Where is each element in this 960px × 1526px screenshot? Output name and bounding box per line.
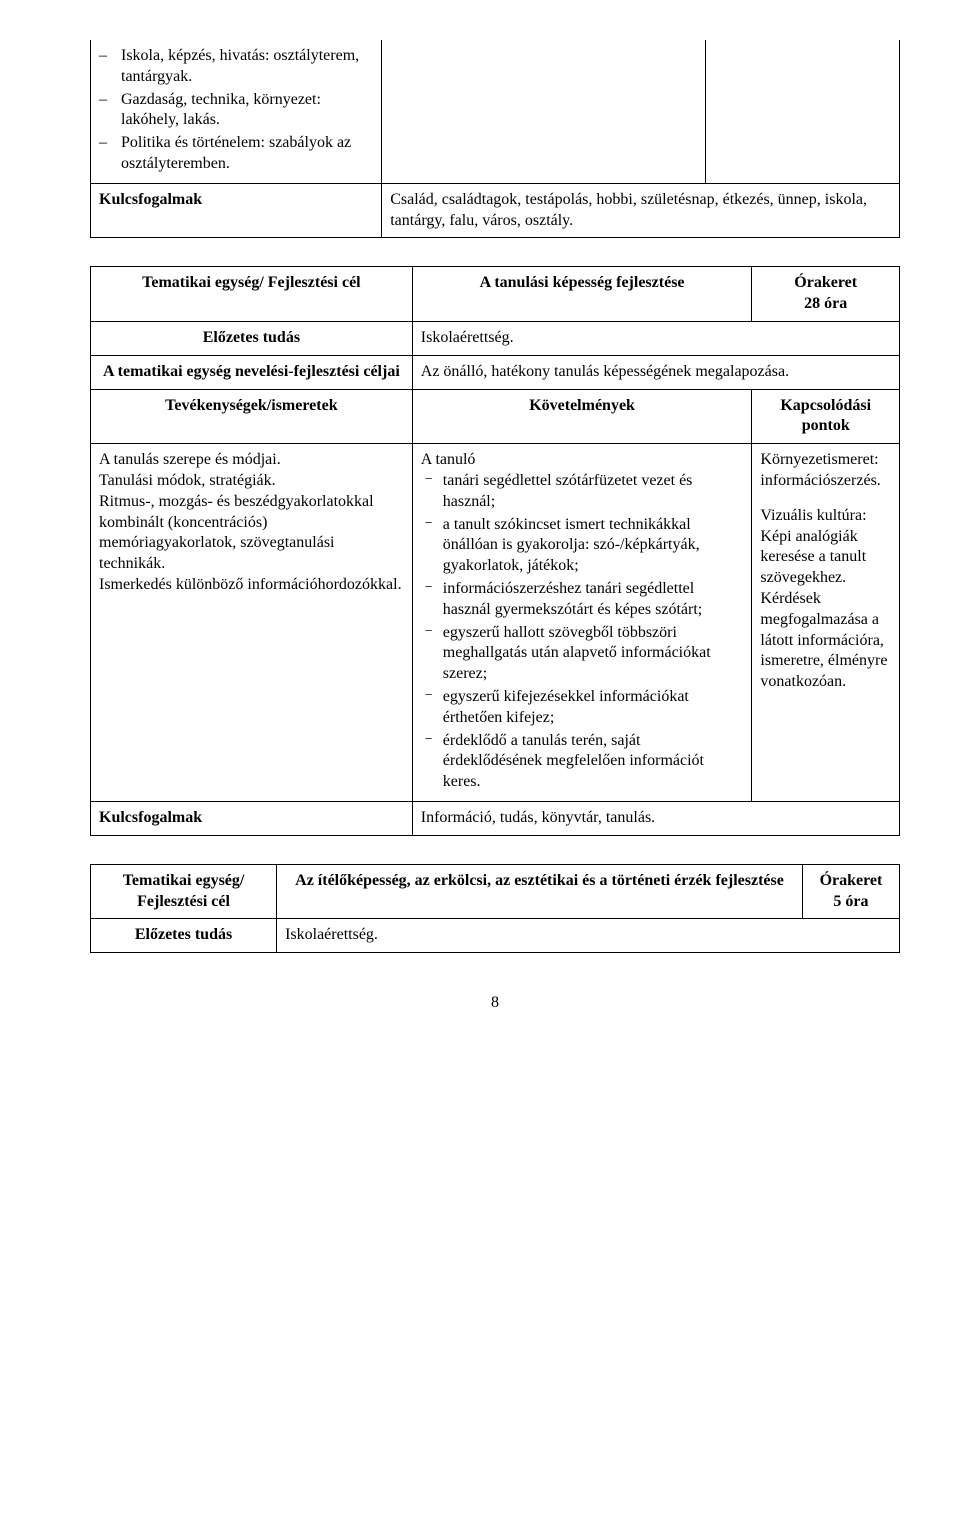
page-number: 8 xyxy=(90,993,900,1014)
t1-bullet-list: Iskola, képzés, hivatás: osztályterem, t… xyxy=(99,46,373,175)
t2-r1-ora: Órakeret 28 óra xyxy=(752,267,900,322)
list-item: tanári segédlettel szótárfüzetet vezet é… xyxy=(421,471,744,513)
t2-r1-label: Tematikai egység/ Fejlesztési cél xyxy=(91,267,413,322)
list-item: Gazdaság, technika, környezet: lakóhely,… xyxy=(99,90,373,132)
t2-col1-p2: Tanulási módok, stratégiák. xyxy=(99,471,404,492)
t2-kulcs-text: Információ, tudás, könyvtár, tanulás. xyxy=(412,801,899,835)
list-item: egyszerű hallott szövegből többszöri meg… xyxy=(421,623,744,685)
t2-col1-p1: A tanulás szerepe és módjai. xyxy=(99,450,404,471)
table-2: Tematikai egység/ Fejlesztési cél A tanu… xyxy=(90,266,900,835)
orakeret-value: 5 óra xyxy=(833,893,868,910)
t2-col3-p1: Környezetismeret: információszerzés. xyxy=(760,450,891,492)
t2-hdr1: Tevékenységek/ismeretek xyxy=(91,389,413,444)
t2-col3: Környezetismeret: információszerzés. Viz… xyxy=(752,444,900,802)
t1-bullets-cell: Iskola, képzés, hivatás: osztályterem, t… xyxy=(91,40,382,183)
t3-r2-label: Előzetes tudás xyxy=(91,919,277,953)
list-item: a tanult szókincset ismert technikákkal … xyxy=(421,515,744,577)
t1-empty-2 xyxy=(705,40,899,183)
spacer xyxy=(760,492,891,506)
t1-kulcs-label: Kulcsfogalmak xyxy=(91,183,382,238)
t3-r1-label: Tematikai egység/ Fejlesztési cél xyxy=(91,864,277,919)
t1-empty-1 xyxy=(382,40,706,183)
table-3: Tematikai egység/ Fejlesztési cél Az íté… xyxy=(90,864,900,953)
t2-col2: A tanuló tanári segédlettel szótárfüzete… xyxy=(412,444,752,802)
t2-col1: A tanulás szerepe és módjai. Tanulási mó… xyxy=(91,444,413,802)
t2-col1-p4: Ismerkedés különböző információhordozókk… xyxy=(99,575,404,596)
list-item: Iskola, képzés, hivatás: osztályterem, t… xyxy=(99,46,373,88)
list-item: Politika és történelem: szabályok az osz… xyxy=(99,133,373,175)
t2-r3-label: A tematikai egység nevelési-fejlesztési … xyxy=(91,355,413,389)
t2-hdr3: Kapcsolódási pontok xyxy=(752,389,900,444)
orakeret-label: Órakeret xyxy=(794,274,857,291)
list-item: egyszerű kifejezésekkel információkat ér… xyxy=(421,687,744,729)
t2-r2-label: Előzetes tudás xyxy=(91,321,413,355)
t2-col1-p3: Ritmus-, mozgás- és beszédgyakorlatokkal… xyxy=(99,492,404,575)
t2-hdr2: Követelmények xyxy=(412,389,752,444)
orakeret-value: 28 óra xyxy=(804,295,847,312)
table-1: Iskola, képzés, hivatás: osztályterem, t… xyxy=(90,40,900,238)
t2-r2-text: Iskolaérettség. xyxy=(412,321,899,355)
t3-r2-text: Iskolaérettség. xyxy=(277,919,900,953)
t2-r1-title: A tanulási képesség fejlesztése xyxy=(412,267,752,322)
t2-kulcs-label: Kulcsfogalmak xyxy=(91,801,413,835)
list-item: érdeklődő a tanulás terén, saját érdeklő… xyxy=(421,731,744,793)
t3-r1-title: Az ítélőképesség, az erkölcsi, az esztét… xyxy=(277,864,803,919)
t3-r1-ora: Órakeret 5 óra xyxy=(802,864,899,919)
t2-col2-lead: A tanuló xyxy=(421,450,744,471)
orakeret-label: Órakeret xyxy=(820,872,883,889)
t2-r3-text: Az önálló, hatékony tanulás képességének… xyxy=(412,355,899,389)
t1-kulcs-text: Család, családtagok, testápolás, hobbi, … xyxy=(382,183,900,238)
t2-col3-p2: Vizuális kultúra: Képi analógiák keresés… xyxy=(760,506,891,693)
t2-col2-list: tanári segédlettel szótárfüzetet vezet é… xyxy=(421,471,744,793)
list-item: információszerzéshez tanári segédlettel … xyxy=(421,579,744,621)
